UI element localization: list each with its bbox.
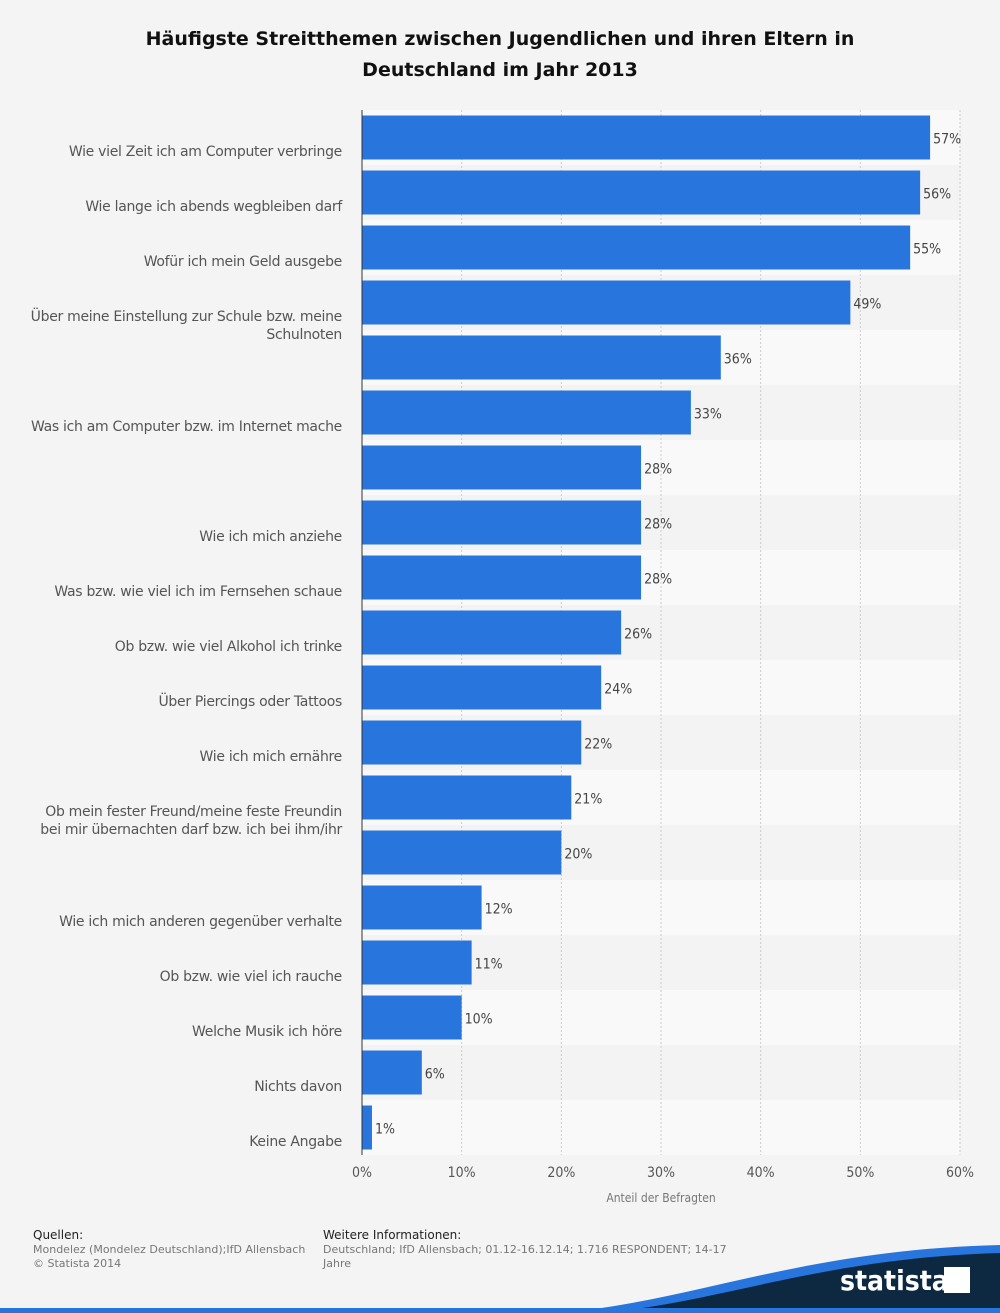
value-label: 21% bbox=[574, 792, 602, 808]
sources-title: Quellen: bbox=[33, 1228, 84, 1242]
bar bbox=[362, 940, 472, 985]
y-tick-label: Über Piercings oder Tattoos bbox=[158, 693, 342, 710]
bar bbox=[362, 225, 911, 270]
value-label: 49% bbox=[853, 297, 881, 313]
y-tick-label: Was bzw. wie viel ich im Fernsehen schau… bbox=[54, 583, 342, 600]
x-tick-label: 60% bbox=[946, 1165, 974, 1181]
x-tick-label: 10% bbox=[448, 1165, 476, 1181]
value-label: 33% bbox=[694, 407, 722, 423]
info-title: Weitere Informationen: bbox=[323, 1228, 462, 1242]
bar bbox=[362, 1050, 422, 1095]
x-tick-label: 30% bbox=[647, 1165, 675, 1181]
y-tick-label: Ob bzw. wie viel Alkohol ich trinke bbox=[114, 638, 343, 655]
y-tick-label: Welche Musik ich höre bbox=[192, 1023, 342, 1040]
value-label: 28% bbox=[644, 572, 672, 588]
x-tick-label: 40% bbox=[747, 1165, 775, 1181]
y-tick-label: Was ich am Computer bzw. im Internet mac… bbox=[30, 418, 342, 435]
value-label: 22% bbox=[584, 737, 612, 753]
info: Weitere Informationen: Deutschland; IfD … bbox=[323, 1228, 733, 1271]
logo: statista bbox=[840, 1264, 949, 1297]
y-tick-label: Wie ich mich anziehe bbox=[199, 528, 342, 545]
value-label: 1% bbox=[375, 1122, 395, 1138]
bar bbox=[362, 830, 562, 875]
value-label: 57% bbox=[933, 132, 961, 148]
y-tick-label: Wofür ich mein Geld ausgebe bbox=[143, 253, 343, 270]
y-tick-label: Ob mein fester Freund/meine feste Freund… bbox=[40, 803, 342, 838]
value-label: 56% bbox=[923, 187, 951, 203]
bar bbox=[362, 720, 582, 765]
y-tick-label: Über meine Einstellung zur Schule bzw. m… bbox=[30, 308, 343, 343]
bar bbox=[362, 555, 642, 600]
sources-text: Mondelez (Mondelez Deutschland);IfD Alle… bbox=[33, 1243, 306, 1256]
value-label: 28% bbox=[644, 462, 672, 478]
logo-icon bbox=[944, 1267, 970, 1293]
bar bbox=[362, 610, 622, 655]
value-label: 6% bbox=[425, 1067, 445, 1083]
value-label: 20% bbox=[564, 847, 592, 863]
bar bbox=[362, 665, 602, 710]
y-tick-label: Wie ich mich anderen gegenüber verhalte bbox=[59, 913, 342, 930]
x-tick-label: 20% bbox=[547, 1165, 575, 1181]
x-tick-label: 50% bbox=[846, 1165, 874, 1181]
value-label: 10% bbox=[465, 1012, 493, 1028]
copyright: © Statista 2014 bbox=[33, 1257, 122, 1270]
bar bbox=[362, 995, 462, 1040]
value-label: 12% bbox=[485, 902, 513, 918]
x-tick-label: 0% bbox=[352, 1165, 372, 1181]
y-tick-label: Wie viel Zeit ich am Computer verbringe bbox=[68, 143, 342, 160]
bar bbox=[362, 1105, 372, 1150]
value-label: 55% bbox=[913, 242, 941, 258]
bar bbox=[362, 885, 482, 930]
chart-title: Häufigste Streitthemen zwischen Jugendli… bbox=[145, 28, 855, 81]
bar bbox=[362, 775, 572, 820]
bar bbox=[362, 390, 691, 435]
bar bbox=[362, 115, 931, 160]
bar bbox=[362, 500, 642, 545]
bar bbox=[362, 280, 851, 325]
x-axis-title: Anteil der Befragten bbox=[606, 1191, 715, 1205]
value-label: 28% bbox=[644, 517, 672, 533]
bar bbox=[362, 170, 921, 215]
value-label: 26% bbox=[624, 627, 652, 643]
bar bbox=[362, 445, 642, 490]
footer-band bbox=[600, 1253, 1000, 1313]
bar bbox=[362, 335, 721, 380]
y-tick-label: Ob bzw. wie viel ich rauche bbox=[159, 968, 343, 985]
y-tick-label: Keine Angabe bbox=[249, 1133, 342, 1150]
info-text: Deutschland; IfD Allensbach; 01.12-16.12… bbox=[323, 1243, 727, 1270]
footer-line bbox=[0, 1308, 1000, 1313]
y-tick-label: Wie ich mich ernähre bbox=[199, 748, 343, 765]
value-label: 24% bbox=[604, 682, 632, 698]
value-label: 11% bbox=[475, 957, 503, 973]
y-tick-label: Nichts davon bbox=[254, 1078, 342, 1095]
y-tick-label: Wie lange ich abends wegbleiben darf bbox=[85, 198, 342, 215]
sources: Quellen: Mondelez (Mondelez Deutschland)… bbox=[33, 1228, 313, 1271]
value-label: 36% bbox=[724, 352, 752, 368]
